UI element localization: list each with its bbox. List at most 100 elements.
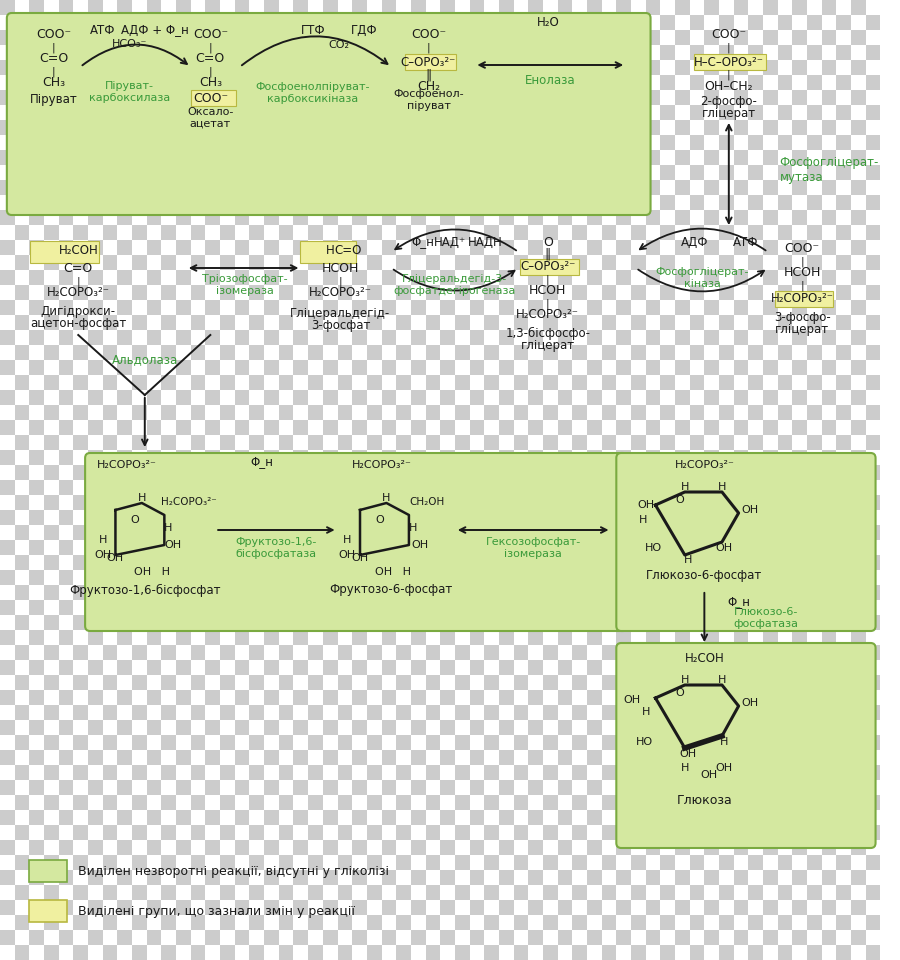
Bar [382,510,396,525]
Text: O: O [676,688,684,698]
Bar [719,465,733,480]
Bar [645,870,661,885]
Bar [572,285,587,300]
Bar [367,855,382,870]
Bar [338,915,352,930]
Bar [528,480,543,495]
Bar [426,915,440,930]
Bar [558,660,572,675]
Bar [601,75,617,90]
Bar [30,0,44,15]
Bar [235,480,249,495]
Bar [763,870,778,885]
Bar [675,510,689,525]
Bar [616,420,631,435]
Bar [851,810,866,825]
Bar [293,90,308,105]
Bar [749,735,763,750]
Bar [749,675,763,690]
Bar [558,930,572,945]
Bar [264,60,279,75]
Bar [763,900,778,915]
Bar [661,915,675,930]
Bar [705,540,719,555]
Bar [601,705,617,720]
Text: |: | [546,275,550,285]
Bar [264,180,279,195]
Bar [352,390,367,405]
Bar [352,540,367,555]
Bar [279,105,293,120]
Bar [117,90,132,105]
Bar [763,750,778,765]
Bar [44,735,58,750]
Bar [176,600,191,615]
Bar [558,450,572,465]
Bar [470,300,484,315]
Bar [792,570,807,585]
Bar [411,690,426,705]
Bar [558,510,572,525]
Bar [705,180,719,195]
Bar [323,150,338,165]
Bar [499,750,514,765]
Bar [499,390,514,405]
Bar [44,855,58,870]
Bar [778,615,792,630]
Text: Φ_н: Φ_н [411,235,434,249]
Bar [293,450,308,465]
Text: HCOH: HCOH [529,284,566,298]
Bar [705,210,719,225]
Bar [14,825,30,840]
Bar [822,60,836,75]
Bar [792,390,807,405]
Bar [749,885,763,900]
Bar [367,45,382,60]
Bar [426,825,440,840]
Text: Φ_н: Φ_н [251,455,274,468]
Bar [176,690,191,705]
Bar [352,690,367,705]
Bar [88,540,103,555]
Bar [851,570,866,585]
Bar [396,135,411,150]
Bar [470,720,484,735]
Bar [103,435,117,450]
Bar [558,390,572,405]
Bar [631,555,645,570]
Bar [58,690,74,705]
Bar [499,60,514,75]
Bar [499,450,514,465]
Bar [778,195,792,210]
Bar [705,270,719,285]
Bar [822,540,836,555]
Bar [836,315,851,330]
Bar [30,720,44,735]
Bar [440,390,454,405]
Bar [484,945,499,960]
Text: OH: OH [680,749,697,759]
Bar [778,795,792,810]
Bar [719,915,733,930]
Bar [749,765,763,780]
Bar [866,255,880,270]
Text: O: O [676,495,684,505]
Bar [411,900,426,915]
Bar [705,570,719,585]
Bar [645,390,661,405]
Text: OH   H: OH H [375,567,411,577]
Bar [675,270,689,285]
Bar [499,900,514,915]
Bar [851,930,866,945]
Text: Оксало-
ацетат: Оксало- ацетат [187,108,233,129]
Bar [616,240,631,255]
Bar [558,600,572,615]
Bar [454,795,470,810]
Bar [308,705,323,720]
Bar [352,780,367,795]
Bar [866,645,880,660]
Bar [147,780,161,795]
Bar [470,240,484,255]
Bar [338,675,352,690]
Bar [352,510,367,525]
